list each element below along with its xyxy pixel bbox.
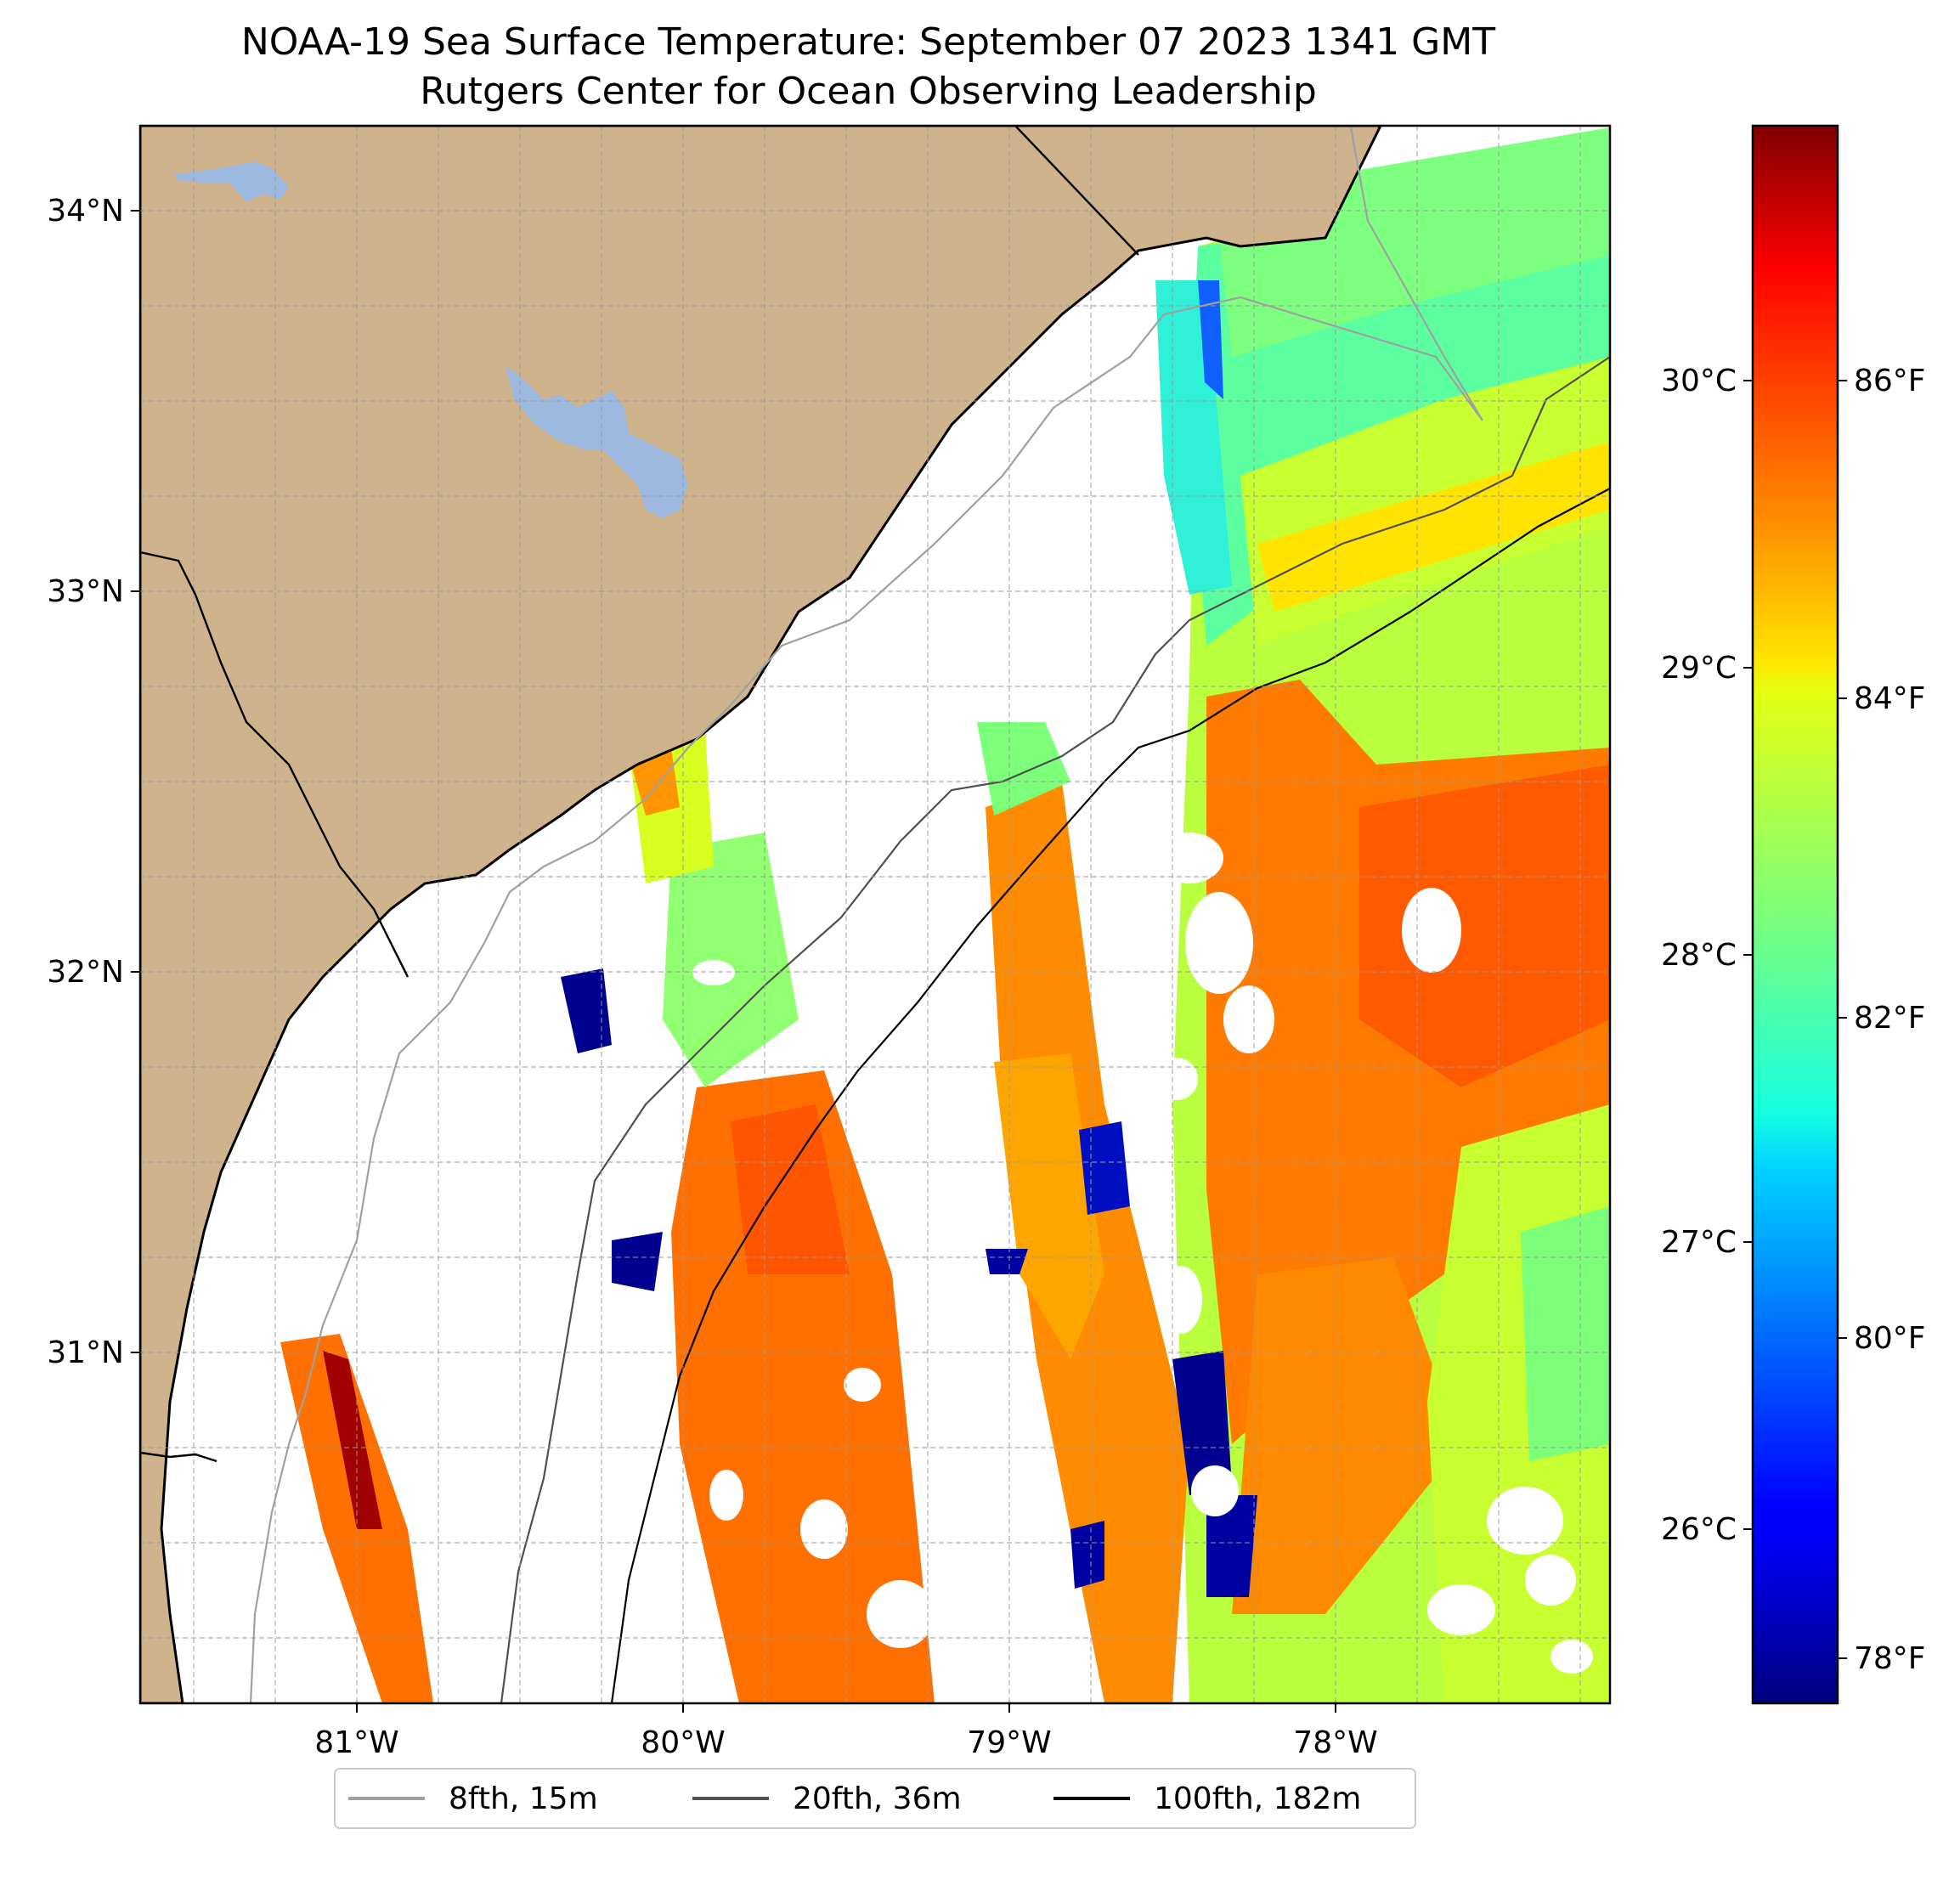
map-panel bbox=[140, 126, 1610, 1703]
map-frame bbox=[138, 124, 1612, 1705]
legend: 8fth, 15m 20fth, 36m 100fth, 182m bbox=[334, 1768, 1416, 1829]
colorbar-fahrenheit-label: 84°F bbox=[1854, 681, 1926, 716]
lakes bbox=[174, 161, 688, 518]
y-axis: 31°N 32°N 33°N 34°N bbox=[47, 194, 140, 1370]
y-tick-label: 31°N bbox=[47, 1335, 124, 1370]
isobath-100fth-line bbox=[610, 488, 1610, 1703]
colorbar-fahrenheit-label: 80°F bbox=[1854, 1321, 1926, 1356]
colorbar-celsius-axis: 26°C 27°C 28°C 29°C 30°C bbox=[1661, 364, 1753, 1547]
land bbox=[140, 126, 1382, 1703]
legend-label-100fth: 100fth, 182m bbox=[1154, 1781, 1361, 1816]
state-border bbox=[1014, 126, 1139, 256]
legend-label-20fth: 20fth, 36m bbox=[793, 1781, 962, 1816]
y-tick-label: 32°N bbox=[47, 955, 124, 990]
sst-field bbox=[280, 127, 1610, 1703]
colorbar-fahrenheit-label: 82°F bbox=[1854, 1001, 1926, 1036]
isobath-20fth-line bbox=[500, 356, 1610, 1703]
x-tick-label: 80°W bbox=[641, 1725, 725, 1760]
y-tick-label: 33°N bbox=[47, 574, 124, 609]
title-line-1: NOAA-19 Sea Surface Temperature: Septemb… bbox=[241, 20, 1495, 64]
colorbar-fahrenheit-label: 86°F bbox=[1854, 364, 1926, 398]
colorbar-gradient bbox=[1751, 124, 1839, 1705]
gridlines bbox=[140, 126, 1610, 1703]
title-line-2: Rutgers Center for Ocean Observing Leade… bbox=[420, 70, 1317, 113]
legend-label-8fth: 8fth, 15m bbox=[449, 1781, 598, 1816]
legend-box bbox=[334, 1768, 1416, 1829]
colorbar-fahrenheit-label: 78°F bbox=[1854, 1641, 1926, 1676]
colorbar-celsius-label: 30°C bbox=[1661, 364, 1737, 398]
x-axis: 81°W 80°W 79°W 78°W bbox=[314, 1703, 1378, 1760]
colorbar-celsius-label: 27°C bbox=[1661, 1225, 1737, 1260]
colorbar: 26°C 27°C 28°C 29°C 30°C 78°F 80°F 82°F … bbox=[1661, 124, 1926, 1705]
state-border-south bbox=[140, 1451, 217, 1463]
y-tick-label: 34°N bbox=[47, 194, 124, 229]
colorbar-celsius-label: 28°C bbox=[1661, 938, 1737, 973]
x-tick-label: 78°W bbox=[1293, 1725, 1377, 1760]
colorbar-celsius-label: 29°C bbox=[1661, 651, 1737, 686]
colorbar-celsius-label: 26°C bbox=[1661, 1512, 1737, 1547]
x-tick-label: 81°W bbox=[314, 1725, 398, 1760]
isobath-8fth-line bbox=[249, 127, 1483, 1703]
x-tick-label: 79°W bbox=[967, 1725, 1051, 1760]
state-border-sc-ga bbox=[140, 550, 410, 978]
colorbar-fahrenheit-axis: 78°F 80°F 82°F 84°F 86°F bbox=[1838, 364, 1926, 1676]
